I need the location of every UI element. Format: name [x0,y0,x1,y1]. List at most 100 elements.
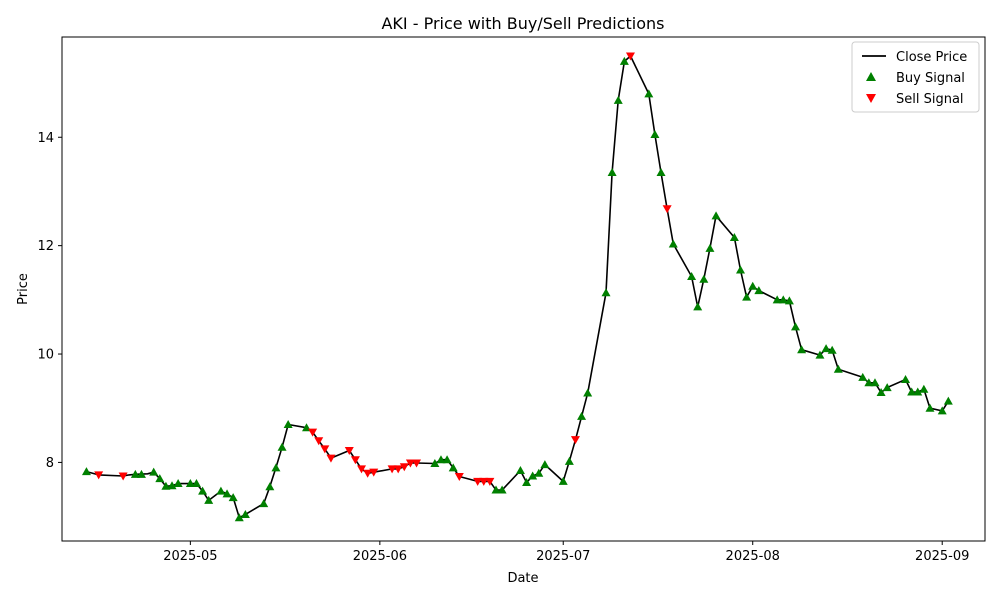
sell-signal-marker [405,459,415,468]
sell-signal-marker [320,445,330,454]
buy-signal-marker [173,479,183,488]
buy-signal-marker [907,387,917,396]
buy-signal-marker [619,56,629,65]
sell-signal-marker [344,446,354,455]
sell-signal-marker [308,428,318,437]
buy-signal-marker [901,375,911,384]
buy-signal-marker [558,476,568,485]
x-axis-label: Date [507,571,538,586]
buy-signal-marker [687,272,697,281]
buy-signal-marker [204,495,214,504]
sell-signal-marker [118,472,128,481]
sell-signal-marker [625,52,635,61]
buy-signal-marker [772,295,782,304]
buy-signal-marker [668,239,678,248]
buy-signal-marker [864,378,874,387]
buy-signal-marker [729,233,739,242]
buy-signal-marker [583,388,593,397]
sell-signal-marker [473,477,483,486]
sell-signal-marker [326,454,336,463]
sell-signal-marker [314,437,324,446]
buy-signal-marker [436,455,446,464]
buy-signal-marker [81,467,91,476]
chart-title: AKI - Price with Buy/Sell Predictions [381,14,664,33]
sell-signal-marker [94,471,104,480]
buy-signal-marker [613,95,623,104]
buy-signal-marker [693,302,703,311]
buy-signal-marker [522,477,532,486]
buy-signal-marker [259,499,269,508]
sell-signal-marker [412,459,422,468]
buy-signal-marker [656,167,666,176]
buy-signal-marker [748,281,758,290]
buy-signal-marker [858,372,868,381]
sell-signal-marker [662,205,672,214]
sell-signal-series [94,52,672,486]
sell-signal-marker [387,465,397,474]
buy-signal-marker [754,286,764,295]
buy-signal-marker [130,469,140,478]
buy-signal-marker [240,509,250,518]
buy-signal-marker [650,130,660,139]
buy-signal-marker [155,474,165,483]
buy-signal-marker [167,481,177,490]
buy-signal-marker [271,463,281,472]
sell-signal-marker [357,465,367,474]
buy-signal-marker [925,403,935,412]
legend-sell-marker [866,94,876,103]
sell-signal-marker [454,473,464,482]
legend-label-sell-signal: Sell Signal [896,92,964,107]
sell-signal-marker [479,477,489,486]
y-axis-label: Price [16,273,31,305]
x-tick-label: 2025-07 [536,549,590,564]
buy-signal-marker [222,489,232,498]
sell-signal-marker [369,468,379,477]
buy-signal-marker [277,442,287,451]
x-tick-label: 2025-06 [353,549,407,564]
buy-signal-marker [644,89,654,98]
buy-signal-marker [577,411,587,420]
buy-signal-marker [791,322,801,331]
plot-frame [61,36,986,542]
buy-signal-marker [778,295,788,304]
buy-signal-marker [742,292,752,301]
legend-label-buy-signal: Buy Signal [896,71,965,86]
buy-signal-marker [283,419,293,428]
y-tick-label: 12 [37,239,54,254]
buy-signal-marker [919,384,929,393]
buy-signal-marker [491,485,501,494]
buy-signal-marker [149,467,159,476]
buy-signal-marker [882,383,892,392]
buy-signal-marker [607,167,617,176]
x-tick-label: 2025-05 [163,549,217,564]
buy-signal-marker [784,296,794,305]
buy-signal-marker [943,396,953,405]
buy-signal-marker [913,387,923,396]
buy-signal-marker [534,468,544,477]
buy-signal-marker [876,388,886,397]
sell-signal-marker [485,477,495,486]
buy-signal-marker [797,345,807,354]
buy-signal-marker [601,288,611,297]
buy-signal-marker [735,265,745,274]
buy-signal-marker [515,466,525,475]
buy-signal-marker [234,513,244,522]
buy-signal-marker [870,378,880,387]
y-tick-label: 8 [46,456,54,471]
buy-signal-marker [699,274,709,283]
buy-signal-marker [442,455,452,464]
buy-signal-marker [815,350,825,359]
buy-signal-marker [191,479,201,488]
x-tick-label: 2025-09 [915,549,969,564]
buy-signal-marker [136,469,146,478]
y-axis: 8 10 12 14 [37,131,62,471]
buy-signal-marker [827,345,837,354]
buy-signal-marker [448,463,458,472]
buy-signal-marker [216,486,226,495]
buy-signal-marker [265,482,275,491]
sell-signal-marker [350,456,360,465]
y-tick-label: 10 [37,348,54,363]
buy-signal-marker [185,479,195,488]
legend: Close Price Buy Signal Sell Signal [851,41,980,113]
